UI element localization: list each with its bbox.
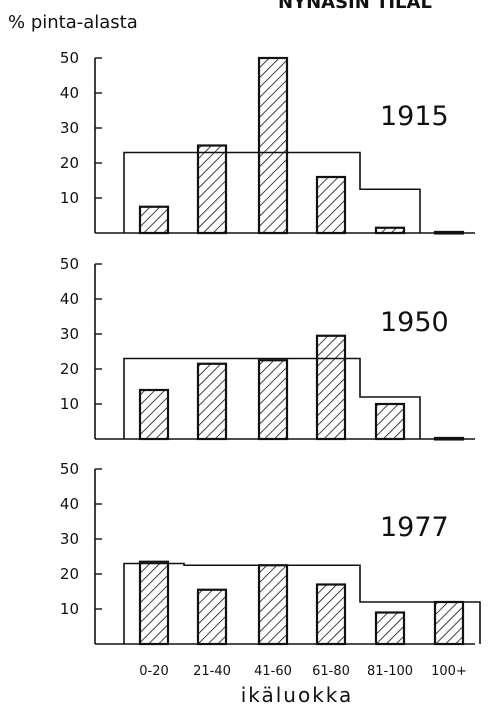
x-tick-label: 61-80 <box>312 664 350 679</box>
y-tick-label: 30 <box>60 530 79 548</box>
bar-41-60 <box>257 359 289 441</box>
y-tick-label: 20 <box>60 360 79 378</box>
reference-step-line <box>123 151 421 233</box>
y-tick-label: 30 <box>60 325 79 343</box>
panels-group: 10 20 30 40 50 1915 10 20 30 40 50 1950 10 20 30 40 50 19… <box>60 49 481 646</box>
reference-step-line <box>123 562 481 644</box>
bar-81-100 <box>374 611 406 646</box>
y-tick-label: 10 <box>60 600 79 618</box>
bar-100+ <box>433 230 465 235</box>
bar-21-40 <box>196 144 228 235</box>
bar-61-80 <box>315 175 347 235</box>
x-axis-label: ikäluokka <box>241 683 354 707</box>
bar-21-40 <box>196 362 228 441</box>
panel-1950: 10 20 30 40 50 1950 <box>60 255 475 441</box>
bar-81-100 <box>374 226 406 235</box>
bar-0-20 <box>138 388 170 441</box>
bar-100+ <box>433 436 465 441</box>
y-tick-label: 10 <box>60 189 79 207</box>
y-tick-label: 40 <box>60 290 79 308</box>
y-tick-label: 40 <box>60 495 79 513</box>
x-tick-label: 21-40 <box>193 664 231 679</box>
y-tick-label: 20 <box>60 565 79 583</box>
x-tick-label: 0-20 <box>139 664 169 679</box>
x-tick-label: 100+ <box>431 664 467 679</box>
y-tick-label: 50 <box>60 460 79 478</box>
y-tick-label: 40 <box>60 84 79 102</box>
panel-1977: 10 20 30 40 50 1977 <box>60 460 481 646</box>
y-tick-label: 50 <box>60 255 79 273</box>
bar-0-20 <box>138 560 170 646</box>
bar-61-80 <box>315 334 347 441</box>
y-tick-label: 20 <box>60 154 79 172</box>
bar-0-20 <box>138 205 170 235</box>
y-tick-label: 30 <box>60 119 79 137</box>
reference-step-line <box>123 357 421 439</box>
bar-81-100 <box>374 402 406 441</box>
y-tick-label: 50 <box>60 49 79 67</box>
panel-title: 1915 <box>380 101 449 132</box>
panel-title: 1977 <box>380 512 449 543</box>
category-labels: 0-20 21-40 41-60 61-80 81-100 100+ <box>139 664 467 679</box>
cropped-title: NYNÄSIN TILAL <box>278 0 432 13</box>
bar-100+ <box>433 600 465 646</box>
panel-title: 1950 <box>380 307 449 338</box>
bar-41-60 <box>257 564 289 646</box>
bar-41-60 <box>257 56 289 235</box>
y-axis-label: % pinta-alasta <box>8 12 138 33</box>
bar-21-40 <box>196 588 228 646</box>
y-tick-label: 10 <box>60 395 79 413</box>
bar-61-80 <box>315 583 347 646</box>
x-tick-label: 41-60 <box>254 664 292 679</box>
panel-1915: 10 20 30 40 50 1915 <box>60 49 475 235</box>
x-tick-label: 81-100 <box>367 664 413 679</box>
